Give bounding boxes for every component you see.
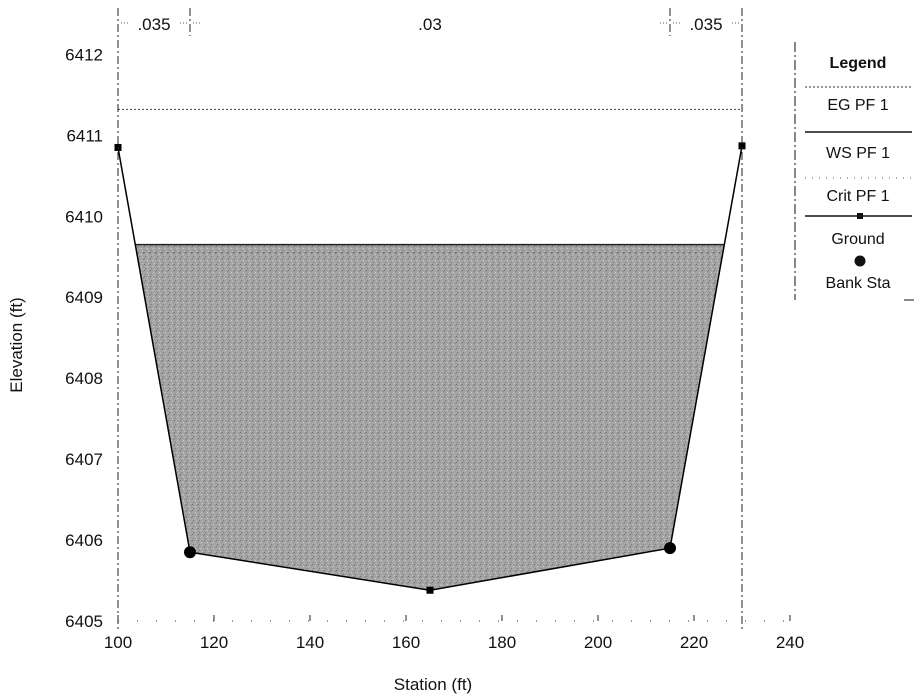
mannings-n-label: .03 (418, 15, 442, 34)
y-tick-label: 6412 (65, 45, 103, 64)
legend-label-ground: Ground (831, 231, 884, 248)
y-tick-label: 6406 (65, 531, 103, 550)
y-axis-title: Elevation (ft) (7, 297, 26, 392)
ground-point (426, 586, 434, 594)
y-tick-label: 6407 (65, 450, 103, 469)
bank-station-point (184, 546, 196, 559)
y-tick-label: 6405 (65, 612, 103, 631)
legend-label-ws: WS PF 1 (826, 145, 890, 162)
y-tick-label: 6409 (65, 288, 103, 307)
water-area (135, 244, 725, 591)
legend-label-bank-sta: Bank Sta (826, 275, 891, 292)
x-tick-label: 200 (584, 633, 612, 652)
y-tick-label: 6410 (65, 207, 103, 226)
y-tick-label: 6408 (65, 369, 103, 388)
legend-title: Legend (830, 55, 887, 72)
x-tick-label: 220 (680, 633, 708, 652)
mannings-n-label: .035 (689, 15, 722, 34)
y-tick-label: 6411 (66, 126, 103, 145)
x-tick-label: 100 (104, 633, 132, 652)
x-axis-title: Station (ft) (394, 675, 472, 694)
bank-station-point (664, 542, 676, 555)
ground-point (738, 142, 746, 150)
legend: Legend EG PF 1 WS PF 1 Crit PF 1 Ground … (794, 42, 914, 301)
legend-label-crit: Crit PF 1 (826, 188, 889, 205)
legend-label-eg: EG PF 1 (827, 97, 888, 114)
x-tick-label: 180 (488, 633, 516, 652)
legend-swatch-ground-marker (857, 213, 863, 219)
legend-swatch-bank-sta (854, 255, 866, 267)
x-tick-label: 120 (200, 633, 228, 652)
mannings-n-label: .035 (137, 15, 170, 34)
x-tick-label: 240 (776, 633, 804, 652)
x-tick-label: 140 (296, 633, 324, 652)
x-tick-label: 160 (392, 633, 420, 652)
